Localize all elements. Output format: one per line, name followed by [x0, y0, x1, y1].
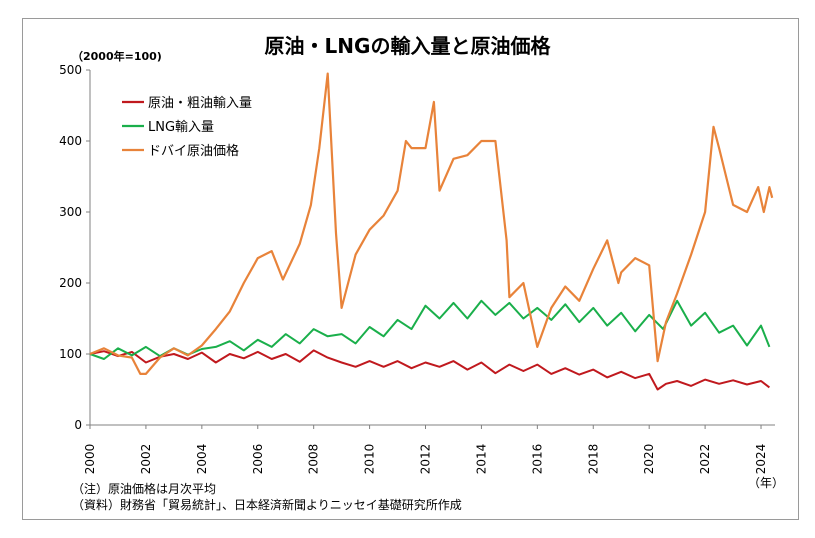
x-tick-label: 2004	[195, 444, 209, 475]
x-tick-label: 2016	[530, 444, 544, 475]
legend-label-3: ドバイ原油価格	[148, 143, 239, 159]
y-tick-label: 0	[74, 418, 82, 432]
chart-title: 原油・LNGの輸入量と原油価格	[264, 34, 551, 58]
y-tick-label: 200	[59, 276, 82, 290]
legend-label-2: LNG輸入量	[148, 120, 214, 135]
x-tick-label: 2002	[139, 444, 153, 475]
chart-frame	[22, 18, 799, 520]
series-line-2	[89, 299, 771, 360]
y-tick-label: 500	[59, 63, 82, 77]
y-tick-label: 100	[59, 347, 82, 361]
x-tick-label: 2006	[251, 444, 265, 475]
series-line-1	[89, 349, 771, 391]
y-tick-label: 300	[59, 205, 82, 219]
x-tick-label: 2018	[586, 444, 600, 475]
y-tick-label: 400	[59, 134, 82, 148]
y-unit-label: （2000年=100)	[72, 50, 162, 63]
source-line: （資料）財務省「貿易統計」、日本経済新聞よりニッセイ基礎研究所作成	[72, 498, 462, 512]
series-line-3	[89, 72, 774, 375]
x-tick-label: 2020	[642, 444, 656, 475]
note-line: （注）原油価格は月次平均	[72, 482, 217, 496]
x-tick-label: 2010	[363, 444, 377, 475]
legend-label-1: 原油・粗油輸入量	[148, 96, 252, 111]
x-tick-label: 2008	[307, 444, 321, 475]
x-tick-label: 2022	[698, 444, 712, 475]
x-tick-label: 2014	[474, 444, 488, 475]
x-tick-label: 2000	[83, 444, 97, 475]
x-unit-label: （年）	[748, 476, 785, 490]
x-tick-label: 2012	[419, 444, 433, 475]
x-tick-label: 2024	[754, 444, 768, 475]
